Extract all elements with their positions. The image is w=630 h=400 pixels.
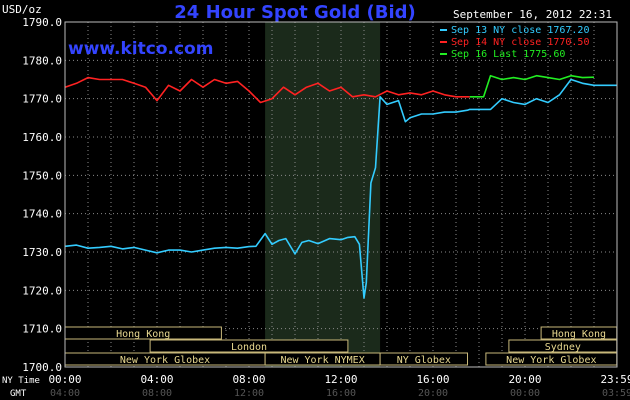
session-highlight	[265, 22, 381, 367]
y-axis-label: USD/oz	[2, 3, 42, 16]
y-tick-label: 1700.0	[22, 361, 62, 374]
grid	[65, 21, 617, 368]
x-tick-label-ny: 16:00	[416, 373, 449, 386]
x-tick-label-gmt: 20:00	[418, 388, 448, 399]
series-line-1	[64, 78, 617, 299]
plot-frame	[64, 21, 618, 368]
y-tick-label: 1710.0	[22, 323, 62, 336]
market-bar-label: Sydney	[545, 342, 581, 353]
y-tick-label: 1720.0	[22, 284, 62, 297]
legend-entry: Sep 13 NY close 1767.20	[451, 25, 589, 36]
x-tick-label-ny: 04:00	[140, 373, 173, 386]
y-tick-label: 1740.0	[22, 208, 62, 221]
series-line-3	[469, 74, 595, 98]
x-tick-label-ny: 00:00	[48, 373, 81, 386]
x-tick-label-ny: 12:00	[324, 373, 357, 386]
market-bar-label: London	[231, 342, 267, 353]
chart-title: 24 Hour Spot Gold (Bid)	[174, 2, 415, 23]
y-tick-label: 1730.0	[22, 246, 62, 259]
y-tick-label: 1760.0	[22, 131, 62, 144]
market-bar	[149, 339, 349, 353]
x-tick-label-gmt: 12:00	[234, 388, 264, 399]
market-bar	[379, 352, 469, 366]
market-bar-label: Hong Kong	[552, 329, 606, 340]
x-tick-label-ny: 23:59	[600, 373, 630, 386]
market-session-bars: Hong Kong Hong Kong London Sydney New York G…	[64, 326, 618, 366]
ny-time-label: NY Time	[2, 376, 40, 386]
market-bar-label: NY Globex	[397, 355, 451, 366]
series-line-2	[64, 76, 470, 104]
market-bar-label: New York Globex	[506, 355, 596, 366]
market-bar-label: New York Globex	[120, 355, 210, 366]
y-tick-label: 1780.0	[22, 54, 62, 67]
axes: 1700.0 1710.0 1720.0 1730.0 1740.0 1750.0 1760…	[22, 16, 630, 399]
series-lines	[64, 74, 617, 299]
x-tick-label-gmt: 08:00	[142, 388, 172, 399]
x-tick-label-ny: 08:00	[232, 373, 265, 386]
market-bar-label: New York NYMEX	[280, 355, 364, 366]
y-tick-label: 1750.0	[22, 169, 62, 182]
watermark: www.kitco.com	[68, 39, 213, 59]
x-tick-label-gmt: 03:59	[602, 388, 630, 399]
legend-entry: Sep 16 Last 1775.60	[451, 49, 565, 60]
legend-entry: Sep 14 NY close 1770.50	[451, 37, 589, 48]
y-tick-label: 1770.0	[22, 93, 62, 106]
x-tick-label-gmt: 16:00	[326, 388, 356, 399]
x-tick-label-gmt: 04:00	[50, 388, 80, 399]
date-label: September 16, 2012 22:31	[453, 8, 612, 21]
x-tick-label-ny: 20:00	[508, 373, 541, 386]
x-tick-label-gmt: 00:00	[510, 388, 540, 399]
gmt-label: GMT	[10, 389, 27, 399]
market-bar-label: Hong Kong	[116, 329, 170, 340]
y-tick-label: 1790.0	[22, 16, 62, 29]
